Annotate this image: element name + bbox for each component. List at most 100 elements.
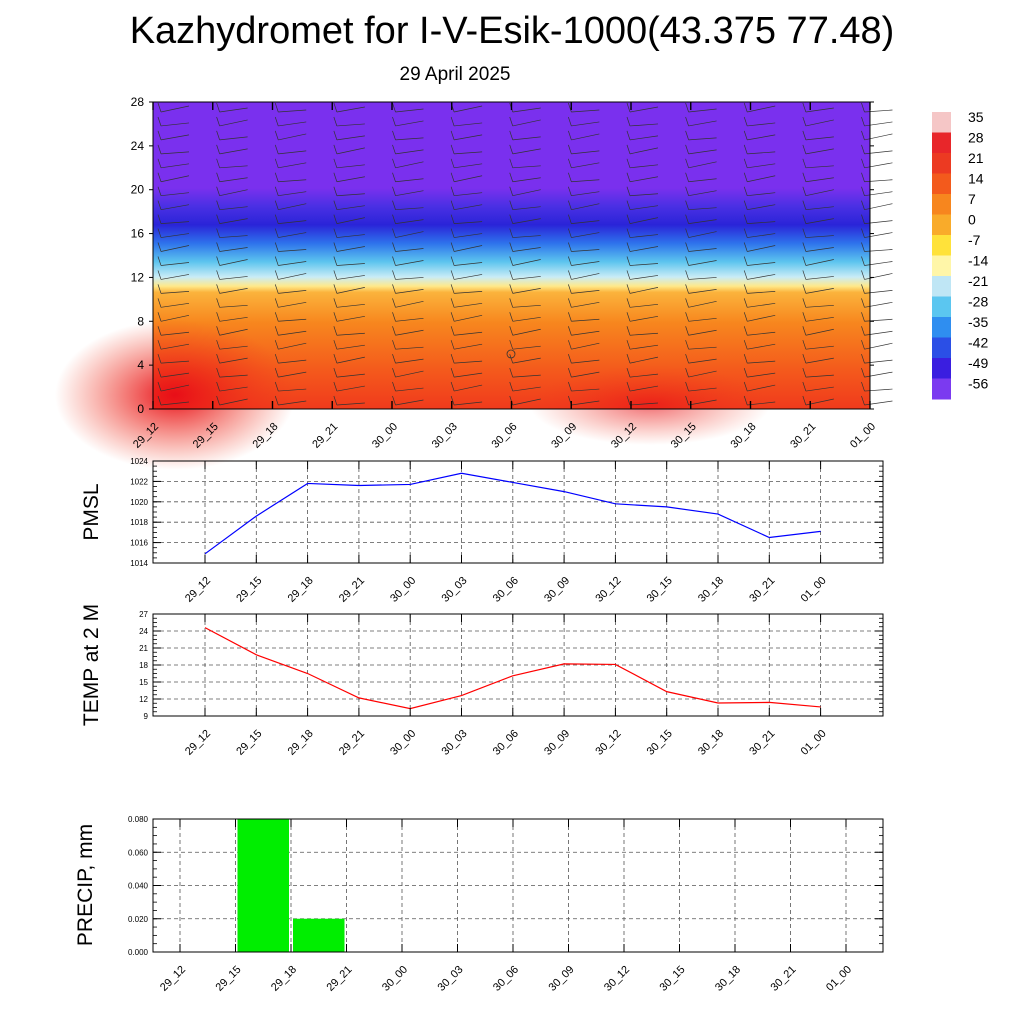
wind-barb-flag xyxy=(509,228,514,238)
wind-barb xyxy=(688,108,717,113)
wind-barb xyxy=(747,274,776,280)
wind-barb-flag xyxy=(861,367,865,378)
wind-barb-flag xyxy=(626,214,631,224)
wind-barb-flag xyxy=(802,214,807,224)
wind-barb xyxy=(747,221,776,224)
wind-barb xyxy=(219,206,248,211)
x-tick-label: 29_15 xyxy=(214,964,244,994)
wind-barb xyxy=(336,176,365,183)
wind-barb xyxy=(219,357,248,364)
wind-barb-flag xyxy=(685,270,689,280)
wind-barb xyxy=(454,134,483,141)
wind-barb xyxy=(571,301,600,308)
wind-barb xyxy=(278,150,307,155)
wind-barb xyxy=(395,248,424,252)
wind-barb-flag xyxy=(450,228,455,238)
x-tick-label: 30_00 xyxy=(380,964,410,994)
wind-barb xyxy=(747,134,776,141)
wind-barb xyxy=(512,386,541,392)
wind-barb xyxy=(805,247,834,252)
wind-barb-flag xyxy=(157,381,162,392)
wind-barb xyxy=(571,330,600,336)
wind-barb xyxy=(805,288,834,294)
colorbar-label: -56 xyxy=(968,376,988,392)
wind-barb xyxy=(512,345,541,350)
colorbar-label: 0 xyxy=(968,212,976,228)
wind-barb-flag xyxy=(392,144,396,154)
wind-barb xyxy=(278,273,307,280)
wind-barb xyxy=(629,287,659,294)
wind-barb xyxy=(512,288,541,294)
heatmap-hot-spot xyxy=(530,365,770,445)
wind-barb xyxy=(454,105,483,113)
wind-barb-flag xyxy=(685,312,689,322)
x-tick-label: 30_15 xyxy=(645,575,675,605)
wind-barb-flag xyxy=(274,381,279,392)
wind-barb-flag xyxy=(274,340,279,350)
wind-barb-flag xyxy=(685,144,689,154)
wind-barb xyxy=(219,304,248,308)
y-tick-label: 1014 xyxy=(130,559,148,568)
wind-barb-flag xyxy=(802,284,807,294)
wind-barb-flag xyxy=(333,186,338,196)
wind-barb-flag xyxy=(743,116,748,127)
wind-barb-flag xyxy=(568,340,572,350)
x-tick-label: 30_03 xyxy=(440,575,470,605)
wind-barb-flag xyxy=(626,354,631,364)
wind-barb-flag xyxy=(685,367,689,378)
colorbar-label: 35 xyxy=(968,109,984,125)
colorbar-swatch xyxy=(932,296,951,318)
wind-barb-flag xyxy=(333,144,338,154)
wind-barb xyxy=(512,357,541,364)
wind-barb xyxy=(336,315,365,322)
colorbar-label: -35 xyxy=(968,314,988,330)
colorbar-swatch xyxy=(932,378,951,400)
wind-barb xyxy=(571,232,600,238)
wind-barb xyxy=(395,289,424,294)
x-tick-label: 30_03 xyxy=(430,421,460,451)
wind-barb xyxy=(805,177,834,183)
wind-barb-flag xyxy=(509,284,514,294)
wind-barb-flag xyxy=(333,381,338,392)
wind-barb-flag xyxy=(450,367,455,378)
wind-barb xyxy=(805,345,834,350)
wind-barb-flag xyxy=(626,102,631,113)
wind-barb xyxy=(219,165,248,169)
wind-barb-flag xyxy=(509,116,514,127)
wind-barb-flag xyxy=(743,130,748,141)
wind-barb-flag xyxy=(509,395,514,406)
wind-barb-flag xyxy=(216,144,220,154)
wind-barb xyxy=(805,165,834,169)
wind-barb-flag xyxy=(216,172,220,182)
wind-barb-flag xyxy=(626,186,631,196)
wind-barb-flag xyxy=(626,298,631,308)
precip-y-axis: 0.000 0.020 0.040 0.060 0.080 xyxy=(128,815,883,957)
wind-barb xyxy=(512,136,541,141)
colorbar-swatch xyxy=(932,153,951,174)
wind-barb-flag xyxy=(333,395,338,406)
wind-barb xyxy=(688,329,717,336)
wind-barb xyxy=(395,358,424,364)
wind-barb-flag xyxy=(450,242,455,252)
wind-barb xyxy=(805,189,834,197)
colorbar-swatch xyxy=(932,317,951,338)
wind-barb-flag xyxy=(861,312,865,322)
wind-barb xyxy=(160,204,190,211)
wind-barb-flag xyxy=(274,298,279,308)
wind-barb xyxy=(864,220,893,224)
wind-barb-flag xyxy=(216,242,220,252)
wind-barb xyxy=(688,277,717,280)
wind-barb xyxy=(512,119,541,127)
y-tick-label: 28 xyxy=(131,95,145,109)
x-tick-label: 30_21 xyxy=(747,575,777,605)
y-tick-label: 12 xyxy=(139,695,148,704)
x-tick-label: 30_03 xyxy=(440,728,470,758)
wind-barb-flag xyxy=(626,228,631,238)
wind-barb-flag xyxy=(861,214,865,224)
wind-barb-flag xyxy=(685,256,689,266)
wind-barb-flag xyxy=(802,354,807,364)
wind-barb-flag xyxy=(861,200,865,210)
wind-barb xyxy=(336,123,365,127)
wind-barb xyxy=(864,301,893,308)
wind-barb xyxy=(864,400,893,406)
